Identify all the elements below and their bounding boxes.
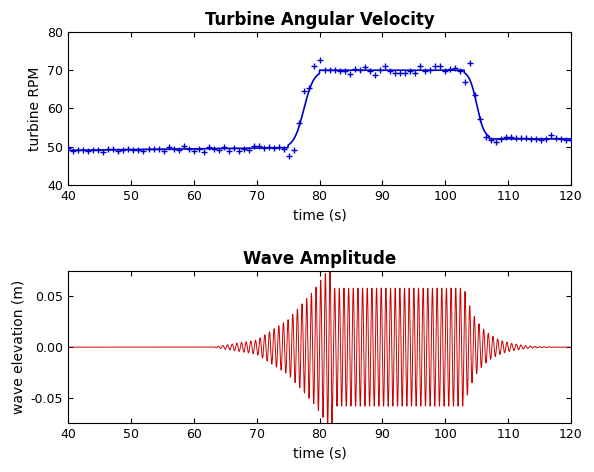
Y-axis label: wave elevation (m): wave elevation (m) xyxy=(11,280,25,414)
Title: Turbine Angular Velocity: Turbine Angular Velocity xyxy=(205,11,434,29)
X-axis label: time (s): time (s) xyxy=(293,208,346,222)
Y-axis label: turbine RPM: turbine RPM xyxy=(27,66,42,151)
Title: Wave Amplitude: Wave Amplitude xyxy=(243,250,396,268)
X-axis label: time (s): time (s) xyxy=(293,447,346,461)
